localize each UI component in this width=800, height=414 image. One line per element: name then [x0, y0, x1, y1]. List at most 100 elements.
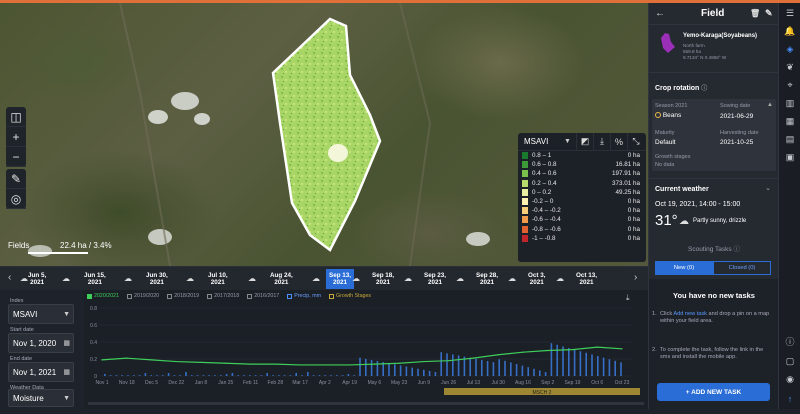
chart-legend-item[interactable]: 2019/2020	[127, 293, 159, 299]
chart-scrollbar[interactable]	[88, 402, 644, 405]
start-date-input[interactable]: Nov 1, 2020 ▦	[8, 333, 74, 353]
back-arrow-icon[interactable]: ←	[655, 8, 665, 19]
collapse-panel-icon[interactable]: ↑	[787, 394, 793, 404]
info-icon[interactable]: ⓘ	[785, 336, 795, 347]
x-tick-label: Nov 1	[95, 380, 108, 386]
layers-toggle-icon[interactable]: ◫	[6, 107, 26, 127]
chart-legend-item[interactable]: Precip, mm	[287, 293, 321, 299]
zoom-in-button[interactable]: +	[6, 127, 26, 147]
document-icon[interactable]: ▤	[785, 133, 795, 144]
precip-bar	[208, 375, 210, 376]
end-date-input[interactable]: Nov 1, 2021 ▦	[8, 362, 74, 382]
precip-bar	[394, 364, 396, 376]
season-card[interactable]: ▲ Season 2021 Beans Sowing date 2021-06-…	[652, 99, 776, 171]
timeline-date[interactable]: Sep 23, 2021	[424, 269, 446, 289]
precip-bar	[347, 374, 350, 376]
precip-bar	[341, 375, 344, 376]
timeline-date-label: Jun 15, 2021	[84, 271, 106, 287]
layers-icon[interactable]: ◈	[786, 43, 794, 54]
chevron-down-icon[interactable]: ⌄	[765, 185, 771, 192]
index-select[interactable]: MSAVI ▼	[8, 304, 74, 324]
percent-icon[interactable]: %	[610, 132, 627, 151]
chart-icon[interactable]: ▥	[785, 97, 795, 108]
crop-rotation-title: Crop rotation ⓘ	[655, 83, 707, 92]
field-ndvi-overlay[interactable]	[0, 3, 648, 266]
step1-text-end: and drop a pin on a map within your fiel…	[660, 311, 770, 324]
add-new-task-button[interactable]: + ADD NEW TASK	[657, 383, 770, 401]
chart-legend-label: 2016/2017	[254, 293, 280, 299]
leaf-icon[interactable]: ❦	[786, 61, 794, 72]
book-icon[interactable]: ▢	[785, 355, 795, 366]
chart-legend-label: 2019/2020	[134, 293, 160, 299]
timeline-date[interactable]: Jun 30, 2021	[146, 269, 168, 289]
weather-data-select[interactable]: Moisture ▼	[8, 389, 74, 407]
checkbox-icon	[287, 293, 293, 299]
add-new-task-link[interactable]: Add new task	[673, 311, 707, 317]
timeline-date[interactable]: Oct 13, 2021	[576, 269, 597, 289]
precip-bar	[121, 375, 123, 376]
timeline-date[interactable]: Jul 10, 2021	[208, 269, 228, 289]
chart-legend-item[interactable]: 2018/2019	[167, 293, 199, 299]
bell-icon[interactable]: 🔔	[784, 25, 796, 36]
precip-bar	[167, 373, 170, 376]
grid-icon[interactable]: ▦	[785, 115, 795, 126]
tab-closed[interactable]: Closed (0)	[713, 261, 771, 275]
chart-legend-item[interactable]: 2020/2021	[87, 293, 119, 299]
timeline-date[interactable]: Sep 28, 2021	[476, 269, 498, 289]
timeline-date[interactable]: Oct 3, 2021	[528, 269, 546, 289]
chart-legend-item[interactable]: Growth Stages	[329, 293, 371, 299]
precip-bar	[249, 375, 251, 376]
y-tick-label: 0.8	[90, 306, 97, 312]
x-tick-label: Apr 2	[319, 380, 331, 386]
index-value: MSAVI	[13, 309, 38, 319]
download-icon[interactable]: ⤓	[593, 132, 610, 151]
chart-legend-item[interactable]: 2017/2018	[207, 293, 239, 299]
growth-stage-band[interactable]	[444, 388, 640, 395]
map-measure-toolbar: ✎ ◎	[6, 169, 26, 209]
index-legend: MSAVI ▼ ◩ ⤓ % ⤡ 0.8 – 1 0 ha 0.6 – 0.8 16.8…	[518, 132, 646, 262]
series-point	[522, 351, 524, 353]
map-layer-toolbar: ◫ + −	[6, 107, 26, 167]
collapse-icon[interactable]: ⤡	[627, 132, 644, 151]
chevron-up-icon[interactable]: ▲	[767, 102, 773, 108]
calendar-icon[interactable]: ▣	[785, 151, 795, 162]
user-icon[interactable]: ◉	[786, 373, 794, 384]
area-readout: 22.4 ha / 3.4%	[60, 241, 112, 250]
index-label: Index	[10, 298, 24, 304]
legend-swatch	[522, 170, 528, 178]
timeline-date[interactable]: Jun 5, 2021	[28, 269, 46, 289]
trash-icon[interactable]: 🗑	[750, 9, 761, 18]
x-tick-label: Sep 2	[541, 380, 554, 386]
timeline-next-icon[interactable]: ›	[634, 272, 638, 283]
series-line-2020-2021[interactable]	[101, 346, 623, 366]
info-icon[interactable]: ⓘ	[701, 86, 708, 92]
tab-new[interactable]: New (0)	[655, 261, 713, 275]
satellite-map[interactable]: ◫ + − ✎ ◎ Fields 22.4 ha / 3.4% MSAVI ▼ …	[0, 3, 648, 266]
fields-label: Fields	[8, 241, 30, 250]
x-tick-label: Feb 28	[268, 380, 284, 386]
info-icon[interactable]: ⓘ	[733, 246, 740, 253]
timeline-date[interactable]: Sep 18, 2021	[372, 269, 394, 289]
timeline-prev-icon[interactable]: ‹	[8, 272, 12, 283]
menu-icon[interactable]: ☰	[785, 7, 795, 18]
map-pin-icon[interactable]: ⌖	[787, 79, 793, 90]
chevron-down-icon[interactable]: ▼	[564, 138, 571, 145]
task-step-2: 2. To complete the task, follow the link…	[652, 347, 772, 361]
contrast-icon[interactable]: ◩	[576, 132, 593, 151]
pencil-icon[interactable]: ✎	[765, 8, 773, 18]
download-icon[interactable]: ⤓	[626, 293, 630, 302]
precip-bar	[481, 359, 483, 376]
locate-icon[interactable]: ◎	[6, 189, 26, 209]
chart-legend-item[interactable]: 2016/2017	[247, 293, 279, 299]
timeline-date[interactable]: Aug 24, 2021	[270, 269, 293, 289]
sowing-date-label: Sowing date	[720, 103, 751, 109]
legend-index-select[interactable]: MSAVI	[524, 137, 549, 146]
precip-bar	[399, 365, 402, 376]
timeline-date[interactable]: Jun 15, 2021	[84, 269, 106, 289]
precip-bar	[254, 375, 257, 376]
zoom-out-button[interactable]: −	[6, 147, 26, 167]
ruler-icon[interactable]: ✎	[6, 169, 26, 189]
cloud-icon: ☁	[62, 274, 70, 283]
timeline-date[interactable]: Sep 13, 2021	[326, 269, 355, 289]
